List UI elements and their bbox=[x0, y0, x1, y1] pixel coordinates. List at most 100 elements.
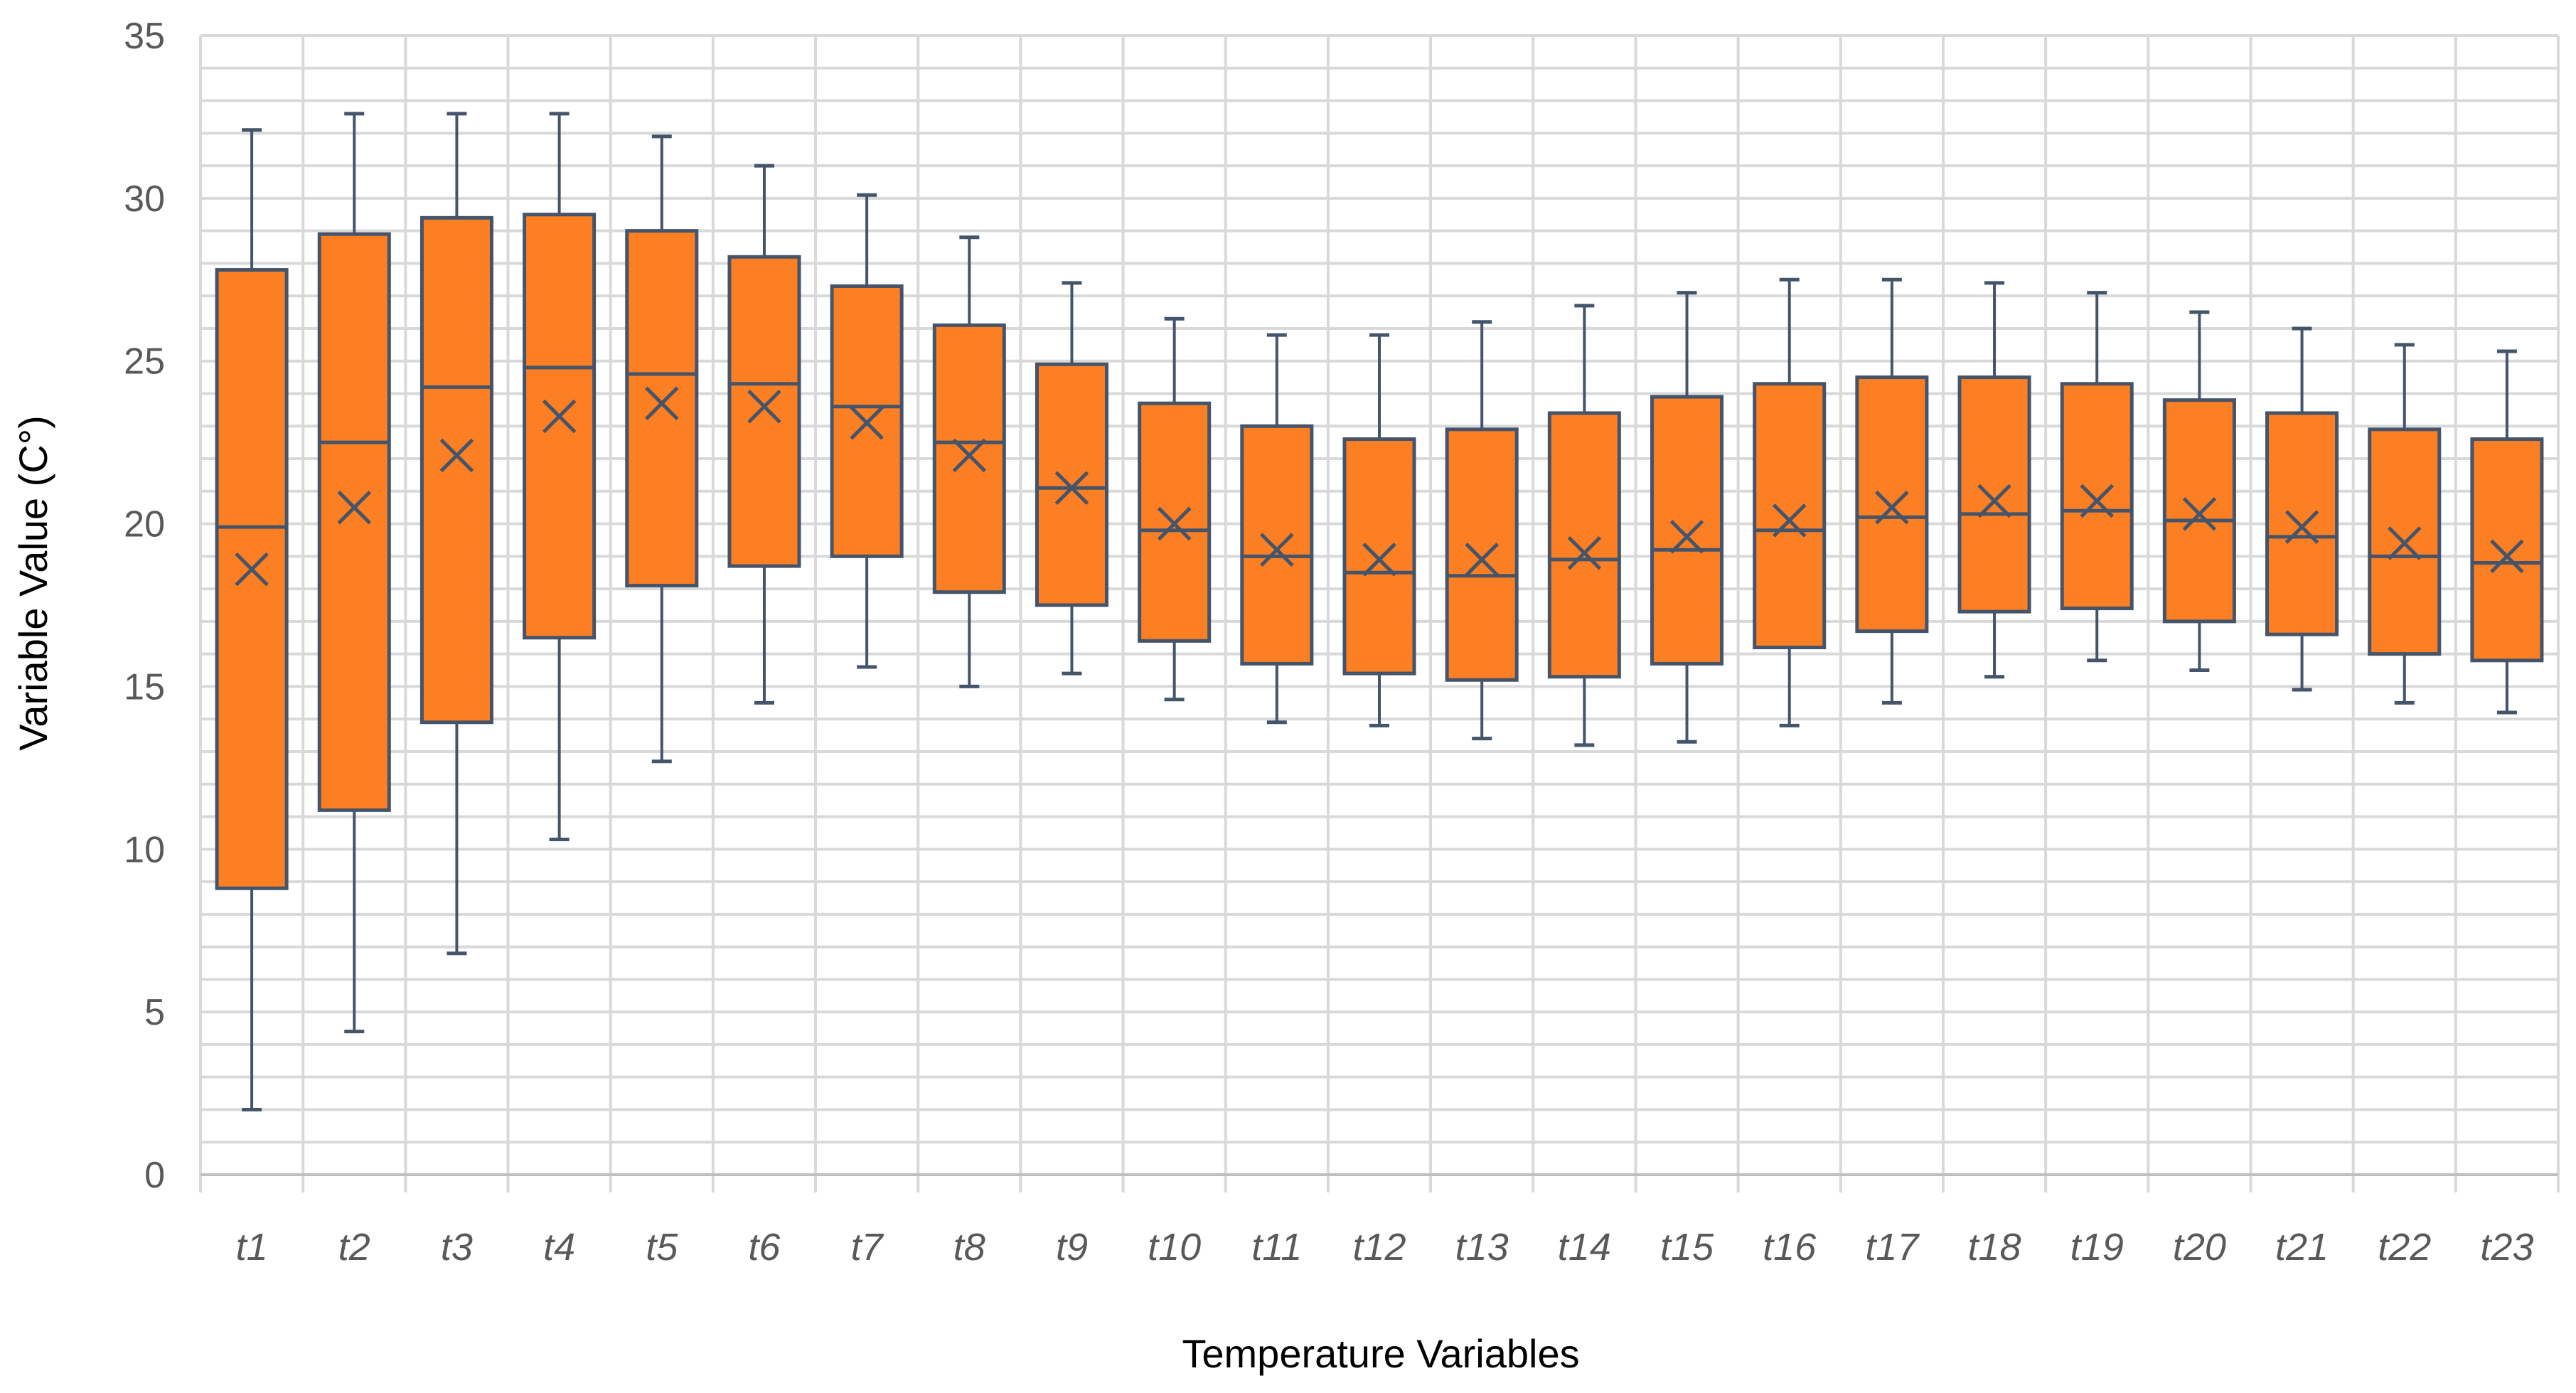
x-tick-label: t23 bbox=[2480, 1226, 2533, 1269]
y-tick-label: 15 bbox=[124, 666, 165, 708]
x-tick-label: t13 bbox=[1455, 1226, 1509, 1269]
box-body bbox=[1240, 424, 1314, 666]
box-t7 bbox=[830, 193, 904, 669]
box-t1 bbox=[215, 128, 289, 1111]
box-body bbox=[1342, 437, 1416, 676]
box-body bbox=[2470, 437, 2544, 663]
box-t12 bbox=[1342, 333, 1416, 727]
box-body bbox=[1035, 362, 1108, 607]
box-body bbox=[1753, 382, 1827, 650]
box-t4 bbox=[523, 112, 597, 842]
x-tick-label: t14 bbox=[1558, 1226, 1611, 1269]
mean-marker bbox=[2182, 497, 2217, 531]
box-t23 bbox=[2470, 349, 2544, 715]
mean-marker bbox=[1157, 506, 1192, 541]
mean-marker bbox=[1567, 535, 1602, 570]
box-body bbox=[1957, 375, 2031, 614]
mean-marker bbox=[1362, 543, 1396, 577]
box-t13 bbox=[1445, 320, 1519, 741]
mean-marker bbox=[1772, 503, 1807, 538]
mean-marker bbox=[1054, 471, 1089, 505]
x-tick-label: t21 bbox=[2275, 1226, 2329, 1269]
y-axis-title: Variable Value (C°) bbox=[11, 415, 55, 751]
mean-marker bbox=[235, 552, 269, 587]
box-body bbox=[932, 323, 1006, 594]
mean-marker bbox=[747, 390, 781, 424]
mean-marker bbox=[2387, 526, 2422, 560]
x-tick-label: t18 bbox=[1968, 1226, 2021, 1269]
x-tick-label: t2 bbox=[338, 1226, 370, 1269]
box-body bbox=[2060, 382, 2134, 611]
y-tick-label: 5 bbox=[144, 992, 165, 1033]
box-body bbox=[523, 213, 597, 640]
box-t17 bbox=[1855, 277, 1929, 705]
x-tick-label: t22 bbox=[2378, 1226, 2431, 1269]
box-body bbox=[1650, 395, 1724, 666]
x-tick-label: t20 bbox=[2173, 1226, 2226, 1269]
boxes bbox=[215, 112, 2544, 1111]
box-t18 bbox=[1957, 281, 2031, 679]
mean-marker bbox=[1977, 484, 2011, 518]
x-tick-label: t8 bbox=[953, 1226, 985, 1269]
box-t9 bbox=[1035, 281, 1108, 676]
box-t6 bbox=[727, 164, 801, 705]
box-t21 bbox=[2265, 326, 2339, 692]
box-body bbox=[1445, 427, 1519, 682]
mean-marker bbox=[2490, 539, 2524, 574]
y-tick-label: 20 bbox=[124, 504, 165, 545]
box-body bbox=[215, 268, 289, 890]
x-tick-label: t19 bbox=[2070, 1226, 2124, 1269]
y-tick-label: 25 bbox=[124, 341, 165, 383]
box-body bbox=[2162, 398, 2236, 624]
mean-marker bbox=[1875, 490, 1909, 525]
box-t11 bbox=[1240, 333, 1314, 725]
box-t15 bbox=[1650, 291, 1724, 744]
x-tick-label: t11 bbox=[1251, 1226, 1302, 1269]
box-t20 bbox=[2162, 310, 2236, 673]
x-axis-title: Temperature Variables bbox=[1182, 1331, 1579, 1376]
mean-marker bbox=[542, 399, 577, 434]
box-t19 bbox=[2060, 291, 2134, 663]
box-t14 bbox=[1547, 304, 1621, 747]
mean-marker bbox=[645, 386, 679, 420]
box-body bbox=[727, 255, 801, 568]
mean-marker bbox=[2284, 510, 2319, 544]
y-tick-label: 10 bbox=[124, 829, 165, 870]
x-tick-label: t12 bbox=[1352, 1226, 1406, 1269]
box-t2 bbox=[317, 112, 391, 1034]
mean-marker bbox=[1669, 520, 1704, 554]
box-body bbox=[1855, 375, 1929, 634]
box-t8 bbox=[932, 235, 1006, 688]
mean-marker bbox=[439, 438, 474, 473]
mean-marker bbox=[1260, 533, 1294, 567]
x-tick-label: t3 bbox=[441, 1226, 473, 1269]
x-tick-label: t10 bbox=[1148, 1226, 1201, 1269]
x-tick-label: t9 bbox=[1056, 1226, 1088, 1269]
x-tick-label: t7 bbox=[851, 1226, 885, 1269]
x-tick-label: t5 bbox=[646, 1226, 678, 1269]
mean-marker bbox=[2080, 484, 2114, 518]
x-tick-label: t17 bbox=[1865, 1226, 1920, 1269]
box-body bbox=[1547, 411, 1621, 679]
box-body bbox=[2265, 411, 2339, 636]
box-t3 bbox=[419, 112, 493, 956]
y-tick-label: 35 bbox=[124, 16, 165, 57]
x-tick-label: t15 bbox=[1660, 1226, 1714, 1269]
box-t16 bbox=[1753, 277, 1827, 727]
box-t5 bbox=[625, 134, 699, 764]
mean-marker bbox=[952, 438, 987, 473]
y-tick-label: 0 bbox=[144, 1155, 165, 1196]
mean-marker bbox=[337, 490, 372, 525]
mean-marker bbox=[1465, 543, 1499, 577]
x-tick-label: t6 bbox=[748, 1226, 781, 1269]
x-tick-label: t1 bbox=[236, 1226, 268, 1269]
box-body bbox=[419, 215, 493, 725]
x-tick-label: t16 bbox=[1763, 1226, 1817, 1269]
tick-labels: 0 5 10 15 20 25 30 35 t1 t2 t3 t4 t5 t6 t7 t8 t9 t10 t11 t1… bbox=[124, 16, 2533, 1269]
box-body bbox=[317, 232, 391, 812]
x-tick-label: t4 bbox=[543, 1226, 575, 1269]
box-t22 bbox=[2368, 343, 2442, 705]
box-body bbox=[625, 229, 699, 588]
box-t10 bbox=[1138, 316, 1212, 702]
mean-marker bbox=[850, 405, 884, 440]
